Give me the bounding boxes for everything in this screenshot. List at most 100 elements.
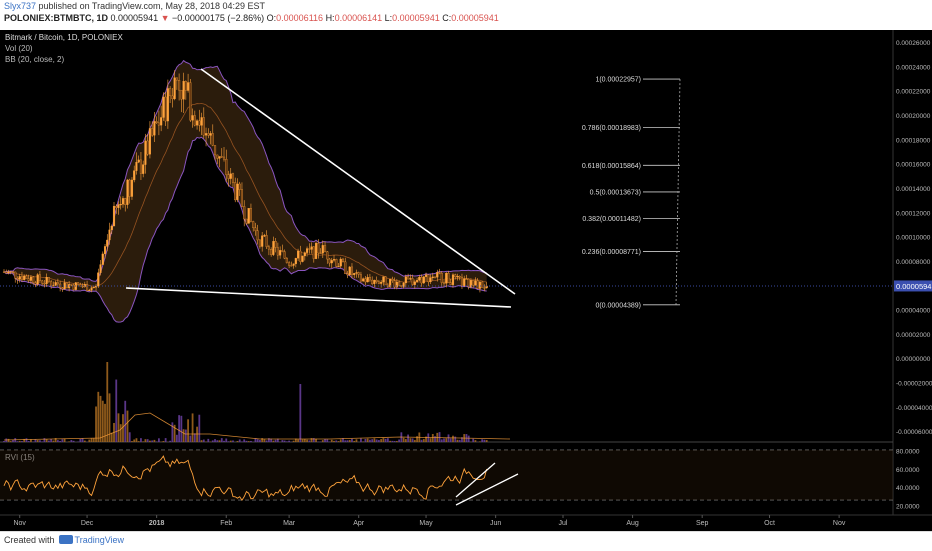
volume-bar bbox=[389, 441, 391, 442]
volume-bar bbox=[299, 384, 301, 442]
candle-body bbox=[306, 249, 308, 253]
volume-bar bbox=[19, 441, 21, 442]
time-axis-tick: Dec bbox=[81, 520, 94, 527]
candle-body bbox=[362, 279, 364, 281]
price-axis-tick: 0.00016000 bbox=[896, 162, 931, 169]
candle-body bbox=[317, 243, 319, 253]
volume-bar bbox=[26, 438, 28, 442]
volume-bar bbox=[340, 439, 342, 442]
volume-bar bbox=[158, 438, 160, 442]
volume-bar bbox=[382, 438, 384, 442]
volume-bar bbox=[347, 440, 349, 442]
candle-body bbox=[129, 180, 131, 196]
volume-bar bbox=[79, 439, 81, 442]
candle-body bbox=[234, 183, 236, 200]
volume-bar bbox=[203, 440, 205, 442]
volume-bar bbox=[243, 439, 245, 442]
candle-body bbox=[205, 133, 207, 135]
volume-bar bbox=[293, 441, 295, 442]
volume-bar bbox=[17, 441, 19, 442]
volume-bar bbox=[371, 439, 373, 442]
volume-bar bbox=[394, 441, 396, 442]
volume-bar bbox=[441, 439, 443, 442]
candle-body bbox=[369, 277, 371, 280]
volume-bar bbox=[454, 437, 456, 442]
price-axis-tick: 0.00000000 bbox=[896, 356, 931, 363]
candle-body bbox=[41, 281, 43, 283]
ohlc-open-label: O: bbox=[267, 13, 277, 23]
candle-body bbox=[250, 208, 252, 221]
candle-body bbox=[70, 284, 72, 285]
volume-bar bbox=[149, 441, 151, 442]
candle-body bbox=[311, 247, 313, 250]
time-axis-tick: Oct bbox=[764, 520, 775, 527]
legend-pair: Bitmark / Bitcoin, 1D, POLONIEX bbox=[5, 33, 123, 42]
candle-body bbox=[326, 252, 328, 259]
volume-bar bbox=[367, 439, 369, 442]
volume-bar bbox=[106, 362, 108, 442]
volume-bar bbox=[100, 396, 102, 442]
volume-bar bbox=[407, 435, 409, 442]
candle-body bbox=[430, 278, 432, 282]
volume-bar bbox=[48, 441, 50, 442]
volume-bar bbox=[459, 440, 461, 442]
candle-body bbox=[37, 275, 39, 284]
candle-body bbox=[48, 277, 50, 282]
candle-body bbox=[304, 253, 306, 256]
volume-bar bbox=[450, 438, 452, 442]
volume-bar bbox=[353, 441, 355, 442]
candle-body bbox=[472, 280, 474, 285]
candle-body bbox=[257, 231, 259, 240]
volume-bar bbox=[44, 438, 46, 442]
candle-body bbox=[266, 235, 268, 246]
candle-body bbox=[268, 247, 270, 249]
volume-bar bbox=[472, 439, 474, 442]
volume-bar bbox=[326, 439, 328, 442]
candle-body bbox=[46, 277, 48, 284]
candle-body bbox=[340, 259, 342, 266]
candle-body bbox=[459, 276, 461, 277]
candle-body bbox=[165, 97, 167, 121]
volume-bar bbox=[414, 440, 416, 442]
candle-body bbox=[374, 280, 376, 284]
volume-bar bbox=[344, 440, 346, 442]
volume-bar bbox=[230, 441, 232, 442]
volume-bar bbox=[275, 440, 277, 442]
candle-body bbox=[299, 251, 301, 262]
tradingview-brand[interactable]: TradingView bbox=[75, 535, 125, 545]
volume-bar bbox=[10, 441, 12, 442]
candle-body bbox=[344, 262, 346, 274]
volume-bar bbox=[241, 441, 243, 442]
volume-bar bbox=[115, 380, 117, 442]
candle-body bbox=[185, 81, 187, 90]
volume-bar bbox=[169, 441, 171, 442]
candle-body bbox=[445, 273, 447, 283]
volume-bar bbox=[284, 441, 286, 442]
candle-body bbox=[378, 282, 380, 284]
candle-body bbox=[484, 288, 486, 289]
ohlc-low: 0.00005941 bbox=[392, 13, 440, 23]
candle-body bbox=[97, 273, 99, 286]
candle-body bbox=[457, 276, 459, 277]
candle-body bbox=[12, 272, 14, 273]
author-link[interactable]: Slyx737 bbox=[4, 1, 36, 11]
price-axis-tick: -0.00004000 bbox=[896, 405, 932, 412]
candle-body bbox=[463, 279, 465, 286]
volume-bar bbox=[88, 440, 90, 442]
candle-body bbox=[284, 252, 286, 259]
candle-body bbox=[333, 259, 335, 260]
price-axis-tick: 0.00022000 bbox=[896, 89, 931, 96]
volume-bar bbox=[360, 439, 362, 442]
rvi-axis-tick: 60.0000 bbox=[896, 467, 920, 474]
candle-body bbox=[421, 277, 423, 283]
chart-area[interactable]: 1(0.00022957)0.786(0.00018983)0.618(0.00… bbox=[0, 30, 932, 531]
time-axis-tick: Sep bbox=[696, 520, 709, 527]
candle-body bbox=[391, 279, 393, 281]
volume-bar bbox=[338, 441, 340, 442]
candle-body bbox=[439, 272, 441, 273]
candle-body bbox=[279, 250, 281, 255]
candle-body bbox=[448, 273, 450, 283]
volume-bar bbox=[387, 438, 389, 442]
fib-level-label: 0.618(0.00015864) bbox=[582, 163, 641, 170]
candle-body bbox=[192, 115, 194, 120]
